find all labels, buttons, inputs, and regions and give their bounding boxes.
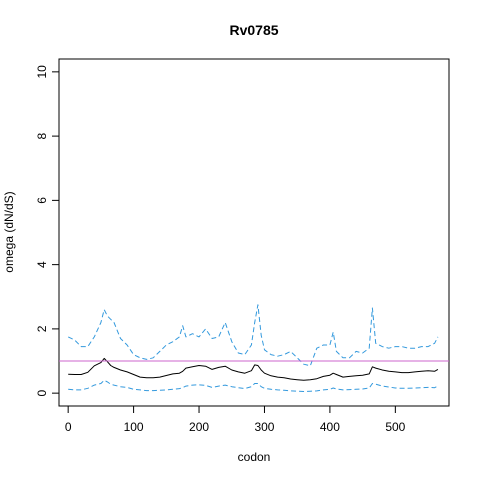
x-tick-label: 300	[254, 420, 274, 434]
x-tick-label: 400	[320, 420, 340, 434]
x-tick-label: 200	[189, 420, 209, 434]
y-tick-label: 4	[35, 261, 49, 268]
y-tick-label: 0	[35, 389, 49, 396]
y-tick-label: 2	[35, 325, 49, 332]
lower-ci-line	[68, 379, 439, 392]
mean-omega-line	[68, 357, 439, 381]
y-tick-label: 10	[35, 65, 49, 79]
y-axis-title: omega (dN/dS)	[2, 191, 16, 272]
upper-ci-line	[67, 304, 439, 367]
chart-title: Rv0785	[229, 22, 278, 38]
series-layer	[59, 304, 449, 392]
plot-frame	[58, 58, 450, 407]
x-tick-label: 500	[385, 420, 405, 434]
x-tick-label: 0	[65, 420, 72, 434]
y-tick-label: 6	[35, 197, 49, 204]
x-axis: 0 100 200 300 400 500	[65, 405, 406, 434]
x-axis-title: codon	[238, 450, 271, 464]
x-tick-label: 100	[124, 420, 144, 434]
y-axis: 0 2 4 6 8 10	[35, 65, 60, 396]
y-tick-label: 8	[35, 132, 49, 139]
